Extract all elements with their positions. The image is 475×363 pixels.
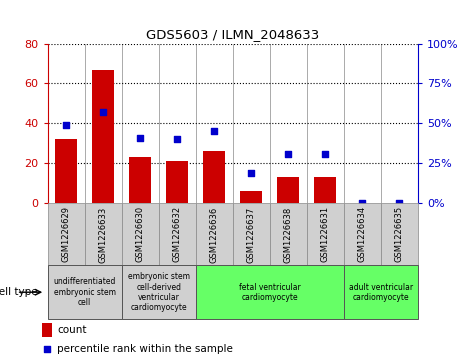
Point	[43, 346, 50, 352]
Bar	[122, 203, 159, 265]
Bar	[277, 178, 299, 203]
Text: count: count	[57, 325, 87, 335]
Bar	[129, 158, 151, 203]
Point	[136, 135, 144, 141]
Text: GSM1226632: GSM1226632	[173, 206, 181, 262]
Bar	[42, 323, 52, 338]
Point	[62, 122, 70, 128]
Point	[285, 151, 292, 157]
Title: GDS5603 / ILMN_2048633: GDS5603 / ILMN_2048633	[146, 28, 319, 41]
Point	[247, 170, 255, 176]
Bar	[240, 191, 262, 203]
Bar	[270, 203, 307, 265]
Text: adult ventricular
cardiomyocyte: adult ventricular cardiomyocyte	[349, 282, 413, 302]
Bar	[122, 265, 196, 319]
Point	[210, 129, 218, 134]
Text: undifferentiated
embryonic stem
cell: undifferentiated embryonic stem cell	[53, 277, 116, 307]
Text: cell type: cell type	[0, 287, 38, 297]
Point	[322, 151, 329, 157]
Text: GSM1226638: GSM1226638	[284, 206, 293, 262]
Bar	[159, 203, 196, 265]
Text: GSM1226636: GSM1226636	[210, 206, 218, 262]
Bar	[48, 203, 85, 265]
Text: embryonic stem
cell-derived
ventricular
cardiomyocyte: embryonic stem cell-derived ventricular …	[128, 272, 190, 312]
Bar	[314, 178, 336, 203]
Point	[396, 200, 403, 206]
Bar	[344, 203, 381, 265]
Bar	[48, 265, 122, 319]
Point	[173, 136, 181, 142]
Bar	[307, 203, 344, 265]
Text: GSM1226637: GSM1226637	[247, 206, 256, 262]
Text: GSM1226631: GSM1226631	[321, 206, 330, 262]
Text: GSM1226630: GSM1226630	[136, 206, 144, 262]
Text: GSM1226629: GSM1226629	[62, 206, 70, 262]
Text: percentile rank within the sample: percentile rank within the sample	[57, 344, 233, 354]
Bar	[196, 265, 344, 319]
Text: GSM1226633: GSM1226633	[99, 206, 107, 262]
Text: GSM1226635: GSM1226635	[395, 206, 404, 262]
Point	[99, 109, 107, 115]
Bar	[196, 203, 233, 265]
Bar	[55, 139, 77, 203]
Text: GSM1226634: GSM1226634	[358, 206, 367, 262]
Bar	[381, 203, 418, 265]
Bar	[85, 203, 122, 265]
Bar	[344, 265, 418, 319]
Bar	[166, 161, 188, 203]
Bar	[203, 151, 225, 203]
Point	[359, 200, 366, 206]
Text: fetal ventricular
cardiomyocyte: fetal ventricular cardiomyocyte	[239, 282, 301, 302]
Bar	[92, 70, 114, 203]
Bar	[233, 203, 270, 265]
